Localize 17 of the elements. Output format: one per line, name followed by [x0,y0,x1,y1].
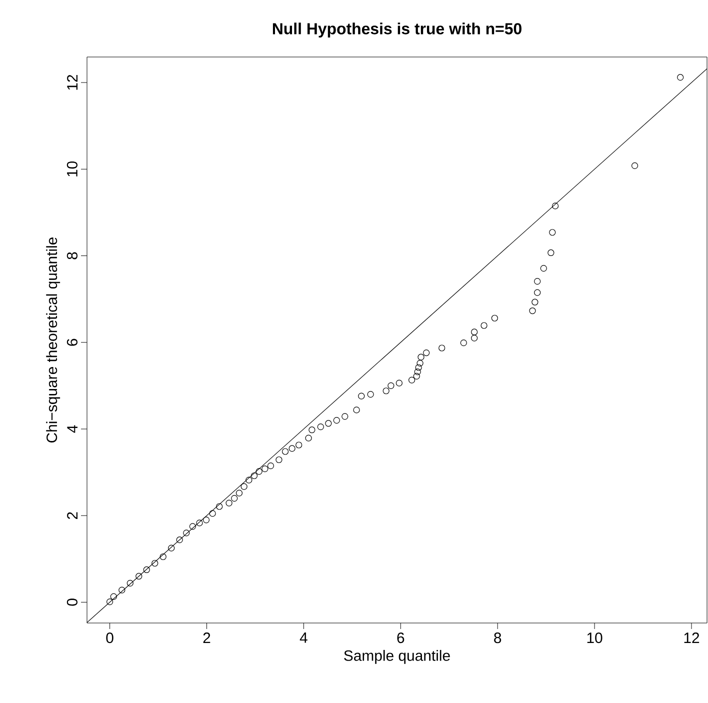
x-tick-label: 6 [397,632,404,644]
y-axis-title: Chi−square theoretical quantile [46,237,60,442]
chart-title: Null Hypothesis is true with n=50 [272,22,522,38]
x-tick-label: 10 [587,632,602,644]
x-tick-label: 8 [494,632,502,644]
x-tick-label: 4 [300,632,308,643]
y-tick-label: 0 [66,598,78,606]
y-tick-label: 6 [66,338,78,346]
y-tick-label: 12 [67,74,78,90]
y-tick-label: 8 [66,252,78,260]
x-tick-label: 2 [203,632,210,643]
x-tick-label: 0 [106,632,114,644]
y-tick-label: 2 [67,512,78,520]
x-tick-label: 12 [684,632,700,643]
y-tick-label: 4 [67,425,78,433]
y-tick-label: 10 [66,161,78,176]
x-axis-title: Sample quantile [344,650,450,664]
